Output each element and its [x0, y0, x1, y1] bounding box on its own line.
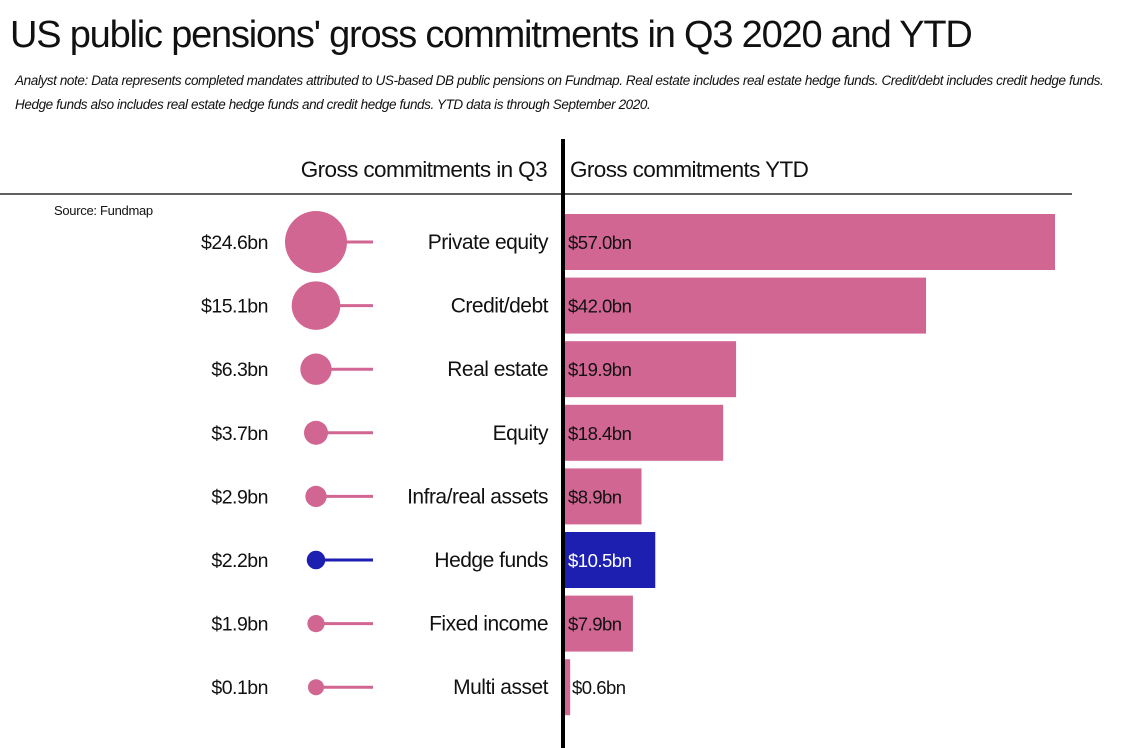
left-header: Gross commitments in Q3	[301, 157, 547, 182]
category-label: Credit/debt	[451, 295, 549, 318]
chart-title: US public pensions' gross commitments in…	[10, 14, 973, 56]
source-label: Source: Fundmap	[54, 203, 153, 218]
chart-rows: $57.0bn Private equity $24.6bn $42.0bn Credi…	[201, 211, 1055, 716]
q3-value-label: $24.6bn	[201, 232, 268, 254]
ytd-value-label: $8.9bn	[568, 486, 622, 507]
q3-value-label: $3.7bn	[211, 423, 268, 445]
ytd-value-label: $57.0bn	[568, 232, 632, 253]
category-label: Private equity	[428, 231, 549, 254]
q3-value-label: $15.1bn	[201, 296, 268, 318]
q3-value-label: $6.3bn	[211, 359, 268, 381]
ytd-bar	[565, 595, 633, 652]
ytd-bar	[565, 468, 642, 525]
q3-bubble	[303, 420, 329, 445]
category-label: Infra/real assets	[407, 485, 548, 508]
ytd-value-label: $10.5bn	[568, 550, 632, 571]
q3-bubble	[305, 485, 327, 508]
q3-value-label: $0.1bn	[211, 677, 268, 699]
right-header: Gross commitments YTD	[570, 157, 809, 182]
q3-value-label: $2.2bn	[211, 550, 268, 572]
ytd-value-label: $0.6bn	[572, 677, 626, 698]
ytd-bar	[565, 277, 927, 334]
ytd-bar	[565, 341, 737, 398]
category-label: Real estate	[447, 358, 548, 381]
ytd-bar	[565, 659, 571, 716]
analyst-note: Analyst note: Data represents completed …	[15, 73, 1104, 112]
q3-bubble	[285, 211, 347, 273]
ytd-value-label: $19.9bn	[568, 359, 632, 380]
ytd-bar	[565, 214, 1055, 270]
ytd-bar	[565, 532, 656, 588]
category-label: Multi asset	[453, 676, 549, 699]
ytd-value-label: $42.0bn	[568, 296, 632, 317]
q3-bubble	[307, 614, 325, 633]
q3-value-label: $1.9bn	[211, 614, 268, 636]
q3-bubble	[306, 550, 326, 570]
q3-bubble	[308, 679, 324, 696]
category-label: Equity	[493, 422, 549, 445]
q3-bubble	[300, 353, 332, 385]
category-label: Fixed income	[429, 613, 548, 636]
q3-bubble	[291, 281, 341, 330]
q3-value-label: $2.9bn	[211, 486, 268, 508]
category-label: Hedge funds	[434, 549, 548, 572]
ytd-bar	[565, 404, 724, 461]
ytd-value-label: $7.9bn	[568, 614, 622, 635]
ytd-value-label: $18.4bn	[568, 423, 632, 444]
